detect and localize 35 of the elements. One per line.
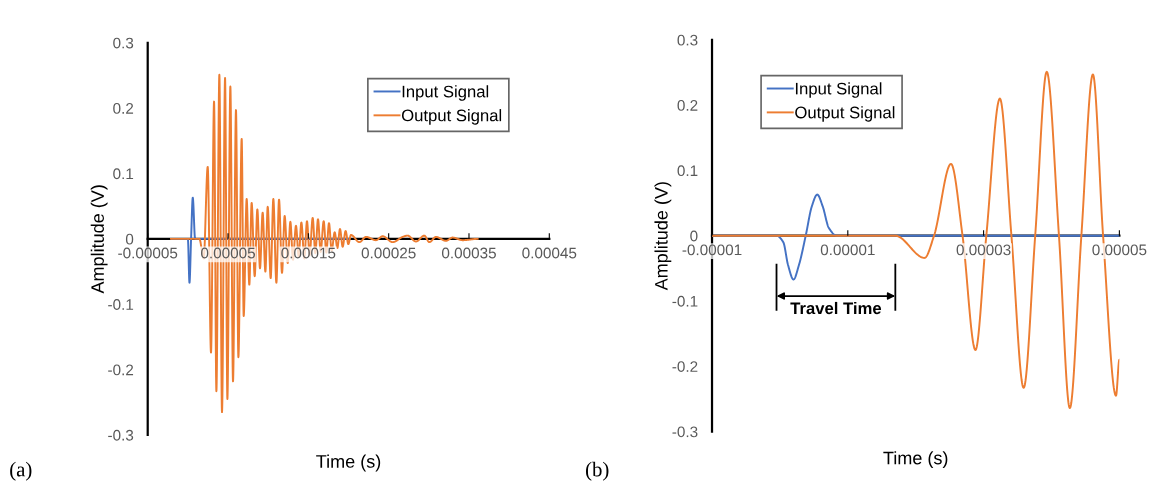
y-axis-title: Amplitude (V) [90,185,108,294]
legend-label: Input Signal [795,82,882,98]
x-tick-label: 0.00015 [281,247,336,259]
x-axis-title: Time (s) [316,454,381,472]
x-axis-title: Time (s) [883,451,948,468]
legend-label: Output Signal [401,109,502,125]
annotation: Travel Time [790,301,882,315]
legend-label: Output Signal [795,106,895,122]
text: (b) [585,461,609,481]
y-tick-label: -0.2 [108,364,134,376]
x-tick-label: 0.00005 [1092,244,1147,256]
y-tick-label: -0.3 [672,426,698,438]
y-tick-label: 0.1 [677,165,698,177]
x-tick-label: 0.00045 [522,247,577,259]
y-tick-label: -0.3 [108,429,134,441]
y-tick-label: 0.2 [677,100,698,111]
y-tick-label: 0.1 [113,168,134,180]
y-tick-label: -0.1 [672,295,698,307]
x-tick-label: 0.00035 [441,247,496,259]
y-tick-label: -0.2 [672,361,698,372]
y-tick-label: 0 [690,230,698,242]
y-tick-label: 0 [125,233,134,245]
x-tick-label: 0.00001 [820,244,875,256]
text: (a) [10,461,32,481]
x-tick-label: 0.00003 [956,244,1011,256]
x-tick-label: -0.00001 [682,244,742,256]
y-tick-label: -0.1 [108,299,134,310]
x-tick-label: 0.00025 [361,247,416,259]
x-tick-label: -0.00005 [118,247,178,259]
x-tick-label: 0.00005 [201,247,256,259]
y-axis-title: Amplitude (V) [654,182,672,291]
y-tick-label: 0.2 [113,103,134,114]
y-tick-label: 0.3 [677,34,698,46]
legend-label: Input Signal [402,85,489,101]
y-tick-label: 0.3 [113,37,134,49]
